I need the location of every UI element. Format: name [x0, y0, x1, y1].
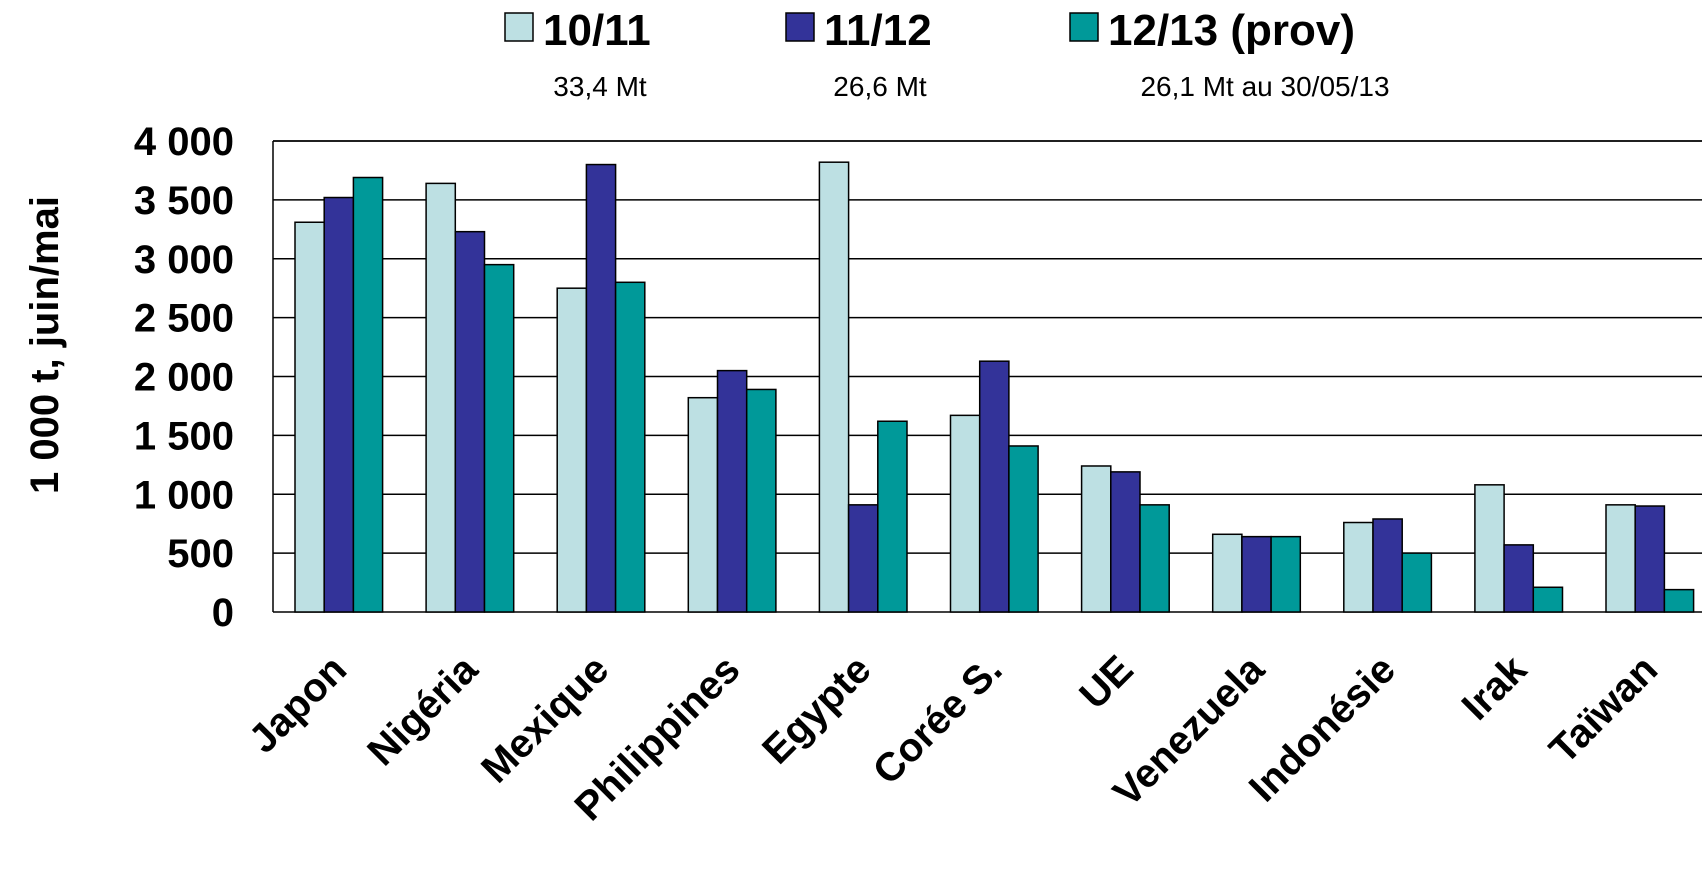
y-axis-title: 1 000 t, juin/mai — [23, 196, 67, 494]
y-tick-label: 3 500 — [134, 179, 234, 223]
bars — [294, 161, 1695, 613]
category-label: Corée S. — [865, 647, 1011, 793]
legend: 10/11 33,4 Mt 11/12 26,6 Mt 12/13 (prov) 26,1… — [504, 6, 1390, 102]
y-tick-label: 2 000 — [134, 356, 234, 400]
bar-mexique-2 — [585, 163, 617, 613]
bar-venezuela-2 — [1241, 535, 1272, 613]
legend-subtitle: 33,4 Mt — [553, 71, 647, 102]
bar-indon-sie-3 — [1401, 552, 1433, 613]
bar-irak-2 — [1503, 544, 1535, 613]
bar-nig-ria-3 — [483, 263, 515, 613]
bar-egypte-2 — [847, 504, 879, 613]
legend-subtitle: 26,1 Mt au 30/05/13 — [1140, 71, 1389, 102]
bar-philippines-1 — [687, 396, 719, 613]
bar-philippines-3 — [745, 388, 777, 613]
y-tick-label: 3 000 — [134, 238, 234, 282]
bar-ta-wan-3 — [1663, 588, 1695, 613]
bar-egypte-3 — [877, 420, 908, 613]
bar-cor-e-s--1 — [949, 414, 981, 613]
bar-nig-ria-2 — [454, 230, 486, 613]
bar-mexique-3 — [614, 281, 646, 613]
legend-label: 12/13 (prov) — [1108, 6, 1355, 55]
bar-ta-wan-2 — [1634, 505, 1666, 613]
bar-indon-sie-1 — [1343, 521, 1374, 613]
category-label: UE — [1071, 647, 1141, 717]
bar-ue-1 — [1080, 465, 1112, 613]
bar-nig-ria-1 — [425, 182, 457, 613]
legend-label: 10/11 — [543, 6, 651, 55]
bar-irak-1 — [1474, 484, 1505, 613]
y-tick-label: 1 500 — [134, 414, 234, 458]
y-tick-labels: 0 500 1 000 1 500 2 000 2 500 3 000 3 500 4 000 — [134, 120, 234, 635]
category-label: Egypte — [754, 647, 879, 772]
category-label: Irak — [1454, 647, 1536, 729]
category-label: Japon — [241, 647, 355, 761]
bar-venezuela-1 — [1211, 533, 1243, 613]
category-label: Nigéria — [359, 647, 487, 775]
bar-cor-e-s--3 — [1008, 445, 1039, 613]
bar-ue-2 — [1110, 471, 1141, 613]
legend-swatch — [1069, 12, 1099, 42]
y-tick-label: 500 — [167, 532, 234, 576]
y-tick-label: 0 — [212, 591, 234, 635]
bar-mexique-1 — [556, 287, 588, 613]
legend-label: 11/12 — [824, 6, 932, 55]
bar-cor-e-s--2 — [978, 360, 1010, 613]
y-tick-label: 4 000 — [134, 120, 234, 164]
bar-japon-1 — [294, 221, 325, 613]
y-tick-label: 1 000 — [134, 473, 234, 517]
bar-venezuela-3 — [1270, 535, 1302, 613]
bar-egypte-1 — [818, 161, 850, 613]
bar-ue-3 — [1139, 504, 1170, 613]
bar-irak-3 — [1532, 586, 1564, 613]
legend-subtitle: 26,6 Mt — [833, 71, 927, 102]
bar-indon-sie-2 — [1372, 518, 1403, 613]
category-label: Taïwan — [1541, 647, 1666, 772]
bar-ta-wan-1 — [1605, 504, 1636, 613]
bar-japon-3 — [352, 176, 384, 613]
legend-swatch — [504, 12, 534, 42]
y-tick-label: 2 500 — [134, 297, 234, 341]
bar-philippines-2 — [716, 369, 748, 613]
legend-swatch — [785, 12, 815, 42]
bar-japon-2 — [323, 196, 355, 613]
